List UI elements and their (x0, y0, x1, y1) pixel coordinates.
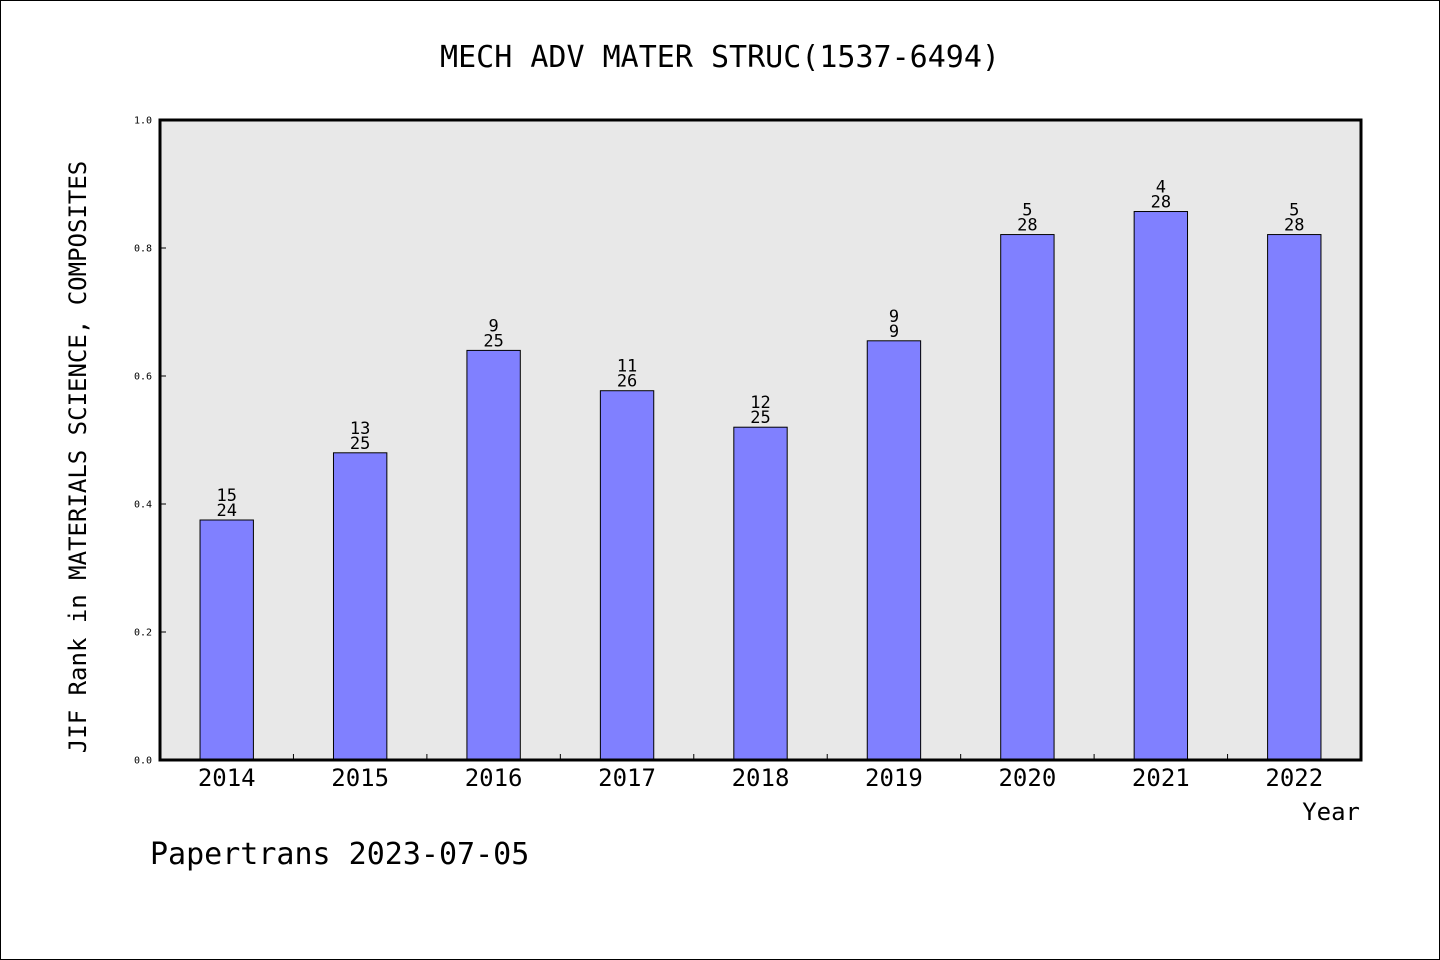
x-tick-label-2022: 2022 (1265, 764, 1323, 792)
bar-label-rank-2016: 9 (488, 316, 498, 336)
x-axis-ticks: 2014 2015 2016 2017 2018 2019 2020 2021 2022 (198, 754, 1323, 792)
bar-label-total-2021: 28 (1151, 193, 1171, 213)
x-tick-label-2017: 2017 (598, 764, 656, 792)
bar-2020 (1000, 234, 1055, 761)
bar-2015 (332, 452, 388, 761)
bar-2018 (733, 426, 788, 761)
x-tick-label-2014: 2014 (198, 764, 256, 792)
bar-label-total-2022: 28 (1284, 216, 1304, 236)
bar-label-rank-2022: 5 (1289, 201, 1299, 221)
x-tick-label-2021: 2021 (1132, 764, 1190, 792)
x-tick-label-2018: 2018 (732, 764, 790, 792)
y-axis-label: JIF Rank in MATERIALS SCIENCE, COMPOSITE… (64, 161, 92, 753)
bar-2019 (866, 340, 922, 761)
x-tick-label-2020: 2020 (998, 764, 1056, 792)
bar-label-total-2015: 25 (350, 434, 370, 454)
bar-2022 (1267, 234, 1322, 761)
bar-label-rank-2015: 13 (350, 419, 370, 439)
y-tick-label-1.0: 1.0 (134, 116, 152, 127)
bar-label-total-2014: 24 (216, 501, 236, 521)
bar-2016 (466, 349, 521, 761)
bar-label-total-2019: 9 (889, 322, 899, 342)
bar-label-total-2020: 28 (1017, 216, 1037, 236)
chart-title: MECH ADV MATER STRUC(1537-6494) (440, 40, 1000, 75)
bars (199, 211, 1322, 761)
y-tick-label-0.0: 0.0 (134, 756, 152, 767)
y-tick-label-0.2: 0.2 (134, 628, 152, 639)
plot-border (158, 118, 1363, 762)
y-tick-label-0.8: 0.8 (134, 244, 152, 255)
x-axis-label: Year (1302, 798, 1360, 826)
bar-label-rank-2018: 12 (750, 393, 770, 413)
bar-label-total-2017: 26 (617, 372, 637, 392)
y-tick-label-0.6: 0.6 (134, 372, 152, 383)
bar-label-rank-2014: 15 (216, 486, 236, 506)
bar-2021 (1133, 211, 1189, 761)
bar-label-total-2016: 25 (483, 331, 503, 351)
bar-label-total-2018: 25 (750, 408, 770, 428)
x-tick-label-2015: 2015 (331, 764, 389, 792)
bar-label-rank-2017: 11 (617, 357, 637, 377)
bar-label-rank-2020: 5 (1022, 201, 1032, 221)
x-tick-label-2016: 2016 (465, 764, 523, 792)
bar-label-rank-2021: 4 (1156, 178, 1166, 198)
footer-credit: Papertrans 2023-07-05 (150, 837, 529, 872)
bar-2017 (599, 390, 655, 761)
y-tick-label-0.4: 0.4 (134, 500, 152, 511)
x-tick-label-2019: 2019 (865, 764, 923, 792)
bar-label-rank-2019: 9 (889, 307, 899, 327)
bar-2014 (199, 519, 254, 761)
